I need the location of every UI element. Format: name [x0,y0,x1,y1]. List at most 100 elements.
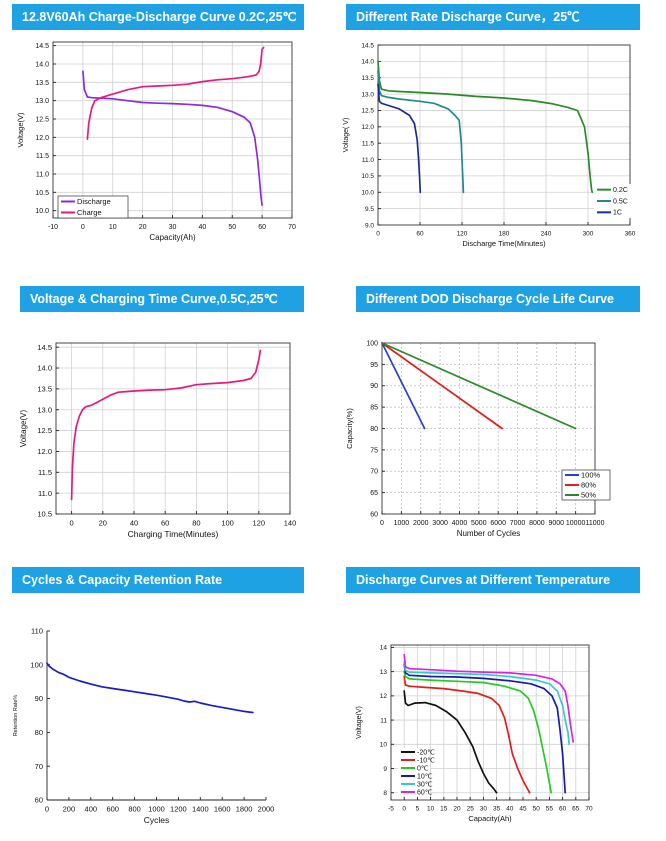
x-tick-label: 800 [128,805,141,814]
y-tick-label: 110 [31,627,43,636]
x-tick-label: 5000 [471,520,487,527]
y-tick-label: 13.5 [35,80,49,87]
x-tick-label: 30 [480,806,488,813]
y-tick-label: 12.0 [37,447,52,456]
legend-label: 0.5C [613,198,628,205]
x-tick-label: 30 [169,224,177,231]
legend-label: -10℃ [417,757,435,764]
x-axis-label: Cycles [144,815,170,825]
temperature-discharge-chart: -5 0 5 10 15 20 25 30 35 40 45 50 55 60 65 70 8 9 10 11 12 13… [356,644,593,823]
capacity-retention-chart: 0 200 400 600 800 1000 1200 1400 1600 1800 2000 60 7… [13,627,275,825]
y-tick-label: 10.0 [35,208,49,215]
chart-title-bar: 12.8V60Ah Charge-Discharge Curve 0.2C,25… [12,4,304,30]
x-tick-label: 10 [109,224,117,231]
x-tick-label: 300 [583,231,594,238]
x-tick-label: 120 [253,519,266,528]
chart-title-bar: Different Rate Discharge Curve，25℃ [346,4,640,30]
legend-label: 10℃ [417,773,433,780]
y-tick-label: 10.5 [35,190,49,197]
y-tick-label: 10.0 [361,190,374,197]
y-tick-label: 11.5 [36,153,49,160]
x-tick-label: 140 [284,519,297,528]
y-axis-label: Capacity(%) [345,408,354,449]
x-tick-label: 40 [506,806,514,813]
y-tick-label: 14.0 [35,61,49,68]
legend-label: 1C [613,210,622,217]
legend-label: 0℃ [417,765,429,772]
y-tick-label: 12.5 [35,116,49,123]
x-tick-label: 0 [70,519,74,528]
y-tick-label: 13 [380,669,388,676]
x-tick-label: 70 [585,806,593,813]
y-tick-label: 13.0 [361,91,374,98]
x-tick-label: 50 [533,806,541,813]
x-tick-label: 1200 [170,805,187,814]
legend-label: -20℃ [417,749,435,756]
series-line [377,70,465,194]
y-tick-label: 80 [35,728,43,737]
y-tick-label: 9 [383,766,387,773]
series-line [403,661,571,746]
y-tick-label: 10 [380,742,388,749]
x-tick-label: 0 [376,231,380,238]
y-tick-label: 14.5 [35,43,49,50]
chart-title-bar: Voltage & Charging Time Curve,0.5C,25℃ [20,286,304,312]
x-tick-label: 0 [380,520,384,527]
series-line [381,342,577,430]
x-tick-label: 60 [559,806,567,813]
x-tick-label: 7000 [510,520,526,527]
y-tick-label: 13.5 [37,385,52,394]
y-tick-label: 90 [370,383,378,390]
y-tick-label: 9.0 [365,222,374,229]
legend-label: Discharge [77,197,111,206]
x-tick-label: -10 [48,224,58,231]
y-tick-label: 9.5 [365,206,374,213]
x-tick-label: 9000 [548,520,564,527]
y-tick-label: 13.5 [361,75,374,82]
x-tick-label: 360 [625,231,636,238]
x-axis-label: Number of Cycles [457,529,521,538]
x-tick-label: 60 [258,224,266,231]
x-tick-label: 15 [440,806,448,813]
y-tick-label: 60 [370,511,378,518]
x-tick-label: 2000 [258,805,275,814]
x-axis-label: Discharge Time(Minutes) [462,239,546,248]
x-tick-label: 25 [467,806,475,813]
series-line [86,46,265,141]
chart-title-bar: Different DOD Discharge Cycle Life Curve [356,286,640,312]
x-tick-label: 10 [427,806,435,813]
x-tick-label: 80 [192,519,200,528]
x-tick-label: 180 [499,231,510,238]
x-tick-label: 70 [288,224,296,231]
series-line [403,663,567,794]
legend-box [57,195,129,219]
x-tick-label: 40 [130,519,138,528]
x-tick-label: 20 [99,519,107,528]
chart-title-bar: Cycles & Capacity Retention Rate [12,567,304,593]
series-line [403,653,575,743]
x-tick-label: 100 [221,519,234,528]
x-tick-label: 40 [198,224,206,231]
x-tick-label: 45 [519,806,527,813]
x-tick-label: 120 [457,231,468,238]
y-tick-label: 11.0 [38,489,52,498]
y-tick-label: 11.0 [36,171,49,178]
rate-discharge-chart: 0 60 120 180 240 300 360 9.0 9.5 10.0 10.5 11.0 11.5… [343,42,636,248]
y-axis-label: Retention Rate% [13,695,19,737]
series-line [377,83,422,194]
y-tick-label: 14 [380,645,388,652]
y-tick-label: 12.5 [361,108,374,115]
legend-label: 60℃ [417,789,433,796]
y-tick-label: 12.0 [361,124,374,131]
series-line [403,670,553,794]
x-tick-label: 0 [402,806,406,813]
x-tick-label: 8000 [529,520,545,527]
chart-title-bar: Discharge Curves at Different Temperatur… [346,567,640,593]
y-tick-label: 100 [30,660,43,669]
x-tick-label: 5 [416,806,420,813]
y-axis-label: Voltage( V) [343,118,350,153]
x-tick-label: 4000 [452,520,468,527]
plot-frame [55,342,291,515]
series-line [46,662,254,714]
y-tick-label: 14.0 [361,59,374,66]
